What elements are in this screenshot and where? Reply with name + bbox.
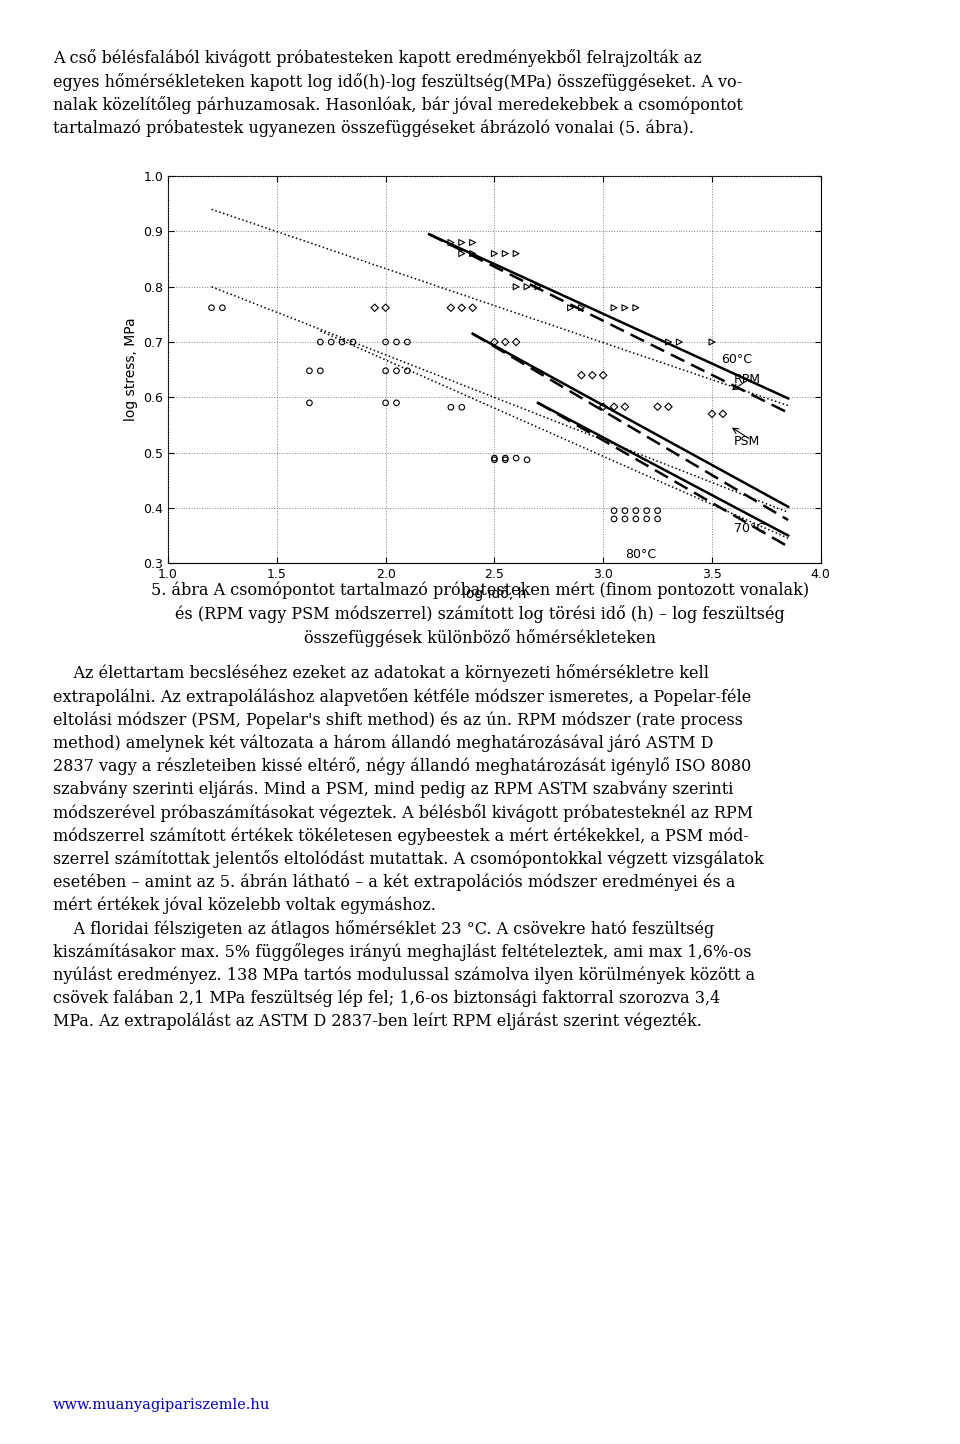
- Point: [454, 296, 469, 319]
- Point: [628, 500, 643, 523]
- Text: www.muanyagipariszemle.hu: www.muanyagipariszemle.hu: [53, 1398, 270, 1412]
- Point: [367, 296, 382, 319]
- Y-axis label: log stress, MPa: log stress, MPa: [124, 318, 137, 422]
- Point: [497, 446, 513, 469]
- Point: [378, 360, 394, 383]
- Point: [487, 446, 502, 469]
- Point: [454, 396, 469, 419]
- Point: [444, 396, 459, 419]
- Point: [487, 448, 502, 471]
- Point: [617, 500, 633, 523]
- Point: [497, 243, 513, 266]
- Point: [399, 360, 415, 383]
- Point: [497, 448, 513, 471]
- Point: [378, 296, 394, 319]
- Point: [454, 231, 469, 254]
- Point: [705, 331, 720, 354]
- Point: [705, 403, 720, 426]
- Point: [378, 391, 394, 414]
- Point: [595, 396, 611, 419]
- Point: [215, 296, 230, 319]
- Point: [497, 331, 513, 354]
- Point: [509, 243, 524, 266]
- Point: [204, 296, 219, 319]
- Point: [585, 364, 600, 387]
- Point: [650, 396, 665, 419]
- Text: A cső bélésfalából kivágott próbatesteken kapott eredményekből felrajzolták az
e: A cső bélésfalából kivágott próbatesteke…: [53, 49, 743, 137]
- Point: [324, 331, 339, 354]
- Point: [346, 331, 361, 354]
- Point: [378, 331, 394, 354]
- Text: 5. ábra A csomópontot tartalmazó próbatesteken mért (finom pontozott vonalak)
és: 5. ábra A csomópontot tartalmazó próbate…: [151, 582, 809, 647]
- Point: [607, 396, 622, 419]
- Point: [301, 391, 317, 414]
- Point: [530, 276, 545, 299]
- Point: [628, 296, 643, 319]
- Point: [617, 296, 633, 319]
- Point: [454, 243, 469, 266]
- Point: [465, 231, 480, 254]
- Point: [313, 331, 328, 354]
- Point: [617, 396, 633, 419]
- Point: [487, 331, 502, 354]
- X-axis label: log idő, h: log idő, h: [462, 586, 527, 601]
- Point: [313, 360, 328, 383]
- Point: [639, 500, 655, 523]
- Point: [650, 500, 665, 523]
- Point: [574, 296, 589, 319]
- Point: [607, 507, 622, 530]
- Point: [715, 403, 731, 426]
- Point: [574, 364, 589, 387]
- Text: Az élettartam becsléséhez ezeket az adatokat a környezeti hőmérsékletre kell
ext: Az élettartam becsléséhez ezeket az adat…: [53, 664, 763, 1030]
- Point: [672, 331, 687, 354]
- Point: [595, 364, 611, 387]
- Point: [628, 507, 643, 530]
- Point: [444, 296, 459, 319]
- Point: [389, 391, 404, 414]
- Point: [334, 331, 349, 354]
- Point: [563, 296, 578, 319]
- Point: [389, 331, 404, 354]
- Point: [465, 243, 480, 266]
- Point: [301, 360, 317, 383]
- Point: [509, 446, 524, 469]
- Point: [465, 296, 480, 319]
- Text: PSM: PSM: [733, 435, 760, 448]
- Point: [399, 331, 415, 354]
- Point: [607, 296, 622, 319]
- Point: [650, 507, 665, 530]
- Text: 60°C: 60°C: [721, 354, 752, 367]
- Point: [607, 500, 622, 523]
- Point: [519, 276, 535, 299]
- Point: [509, 276, 524, 299]
- Point: [444, 231, 459, 254]
- Point: [660, 396, 676, 419]
- Text: 80°C: 80°C: [625, 549, 656, 562]
- Text: 70°C: 70°C: [733, 523, 765, 536]
- Point: [617, 507, 633, 530]
- Point: [519, 448, 535, 471]
- Point: [660, 331, 676, 354]
- Point: [509, 331, 524, 354]
- Text: RPM: RPM: [733, 373, 760, 386]
- Point: [639, 507, 655, 530]
- Point: [487, 243, 502, 266]
- Point: [389, 360, 404, 383]
